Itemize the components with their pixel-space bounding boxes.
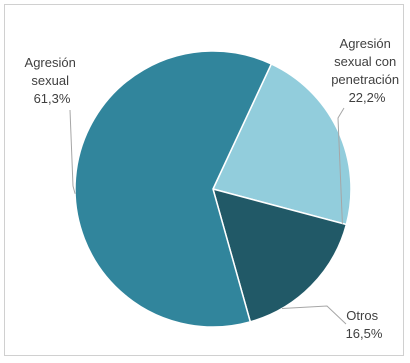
leader-lines <box>69 107 347 325</box>
pie-slice-otros <box>211 187 348 323</box>
label-agresion-sexual: Agresión sexual 61,3% <box>25 55 80 106</box>
label-otros: Otros 16,5% <box>346 308 383 341</box>
value-agresion-sexual: 61,3% <box>34 91 71 106</box>
pie-slices <box>74 50 352 328</box>
pie-slice-agresion-sexual <box>74 50 273 328</box>
leader-line-agresion-sexual <box>69 109 76 194</box>
leader-line-penetracion <box>337 107 345 224</box>
value-penetracion: 22,2% <box>349 90 386 105</box>
leader-line-otros <box>281 305 347 325</box>
value-otros: 16,5% <box>346 326 383 341</box>
label-penetracion: Agresión sexual con penetración 22,2% <box>331 36 403 105</box>
